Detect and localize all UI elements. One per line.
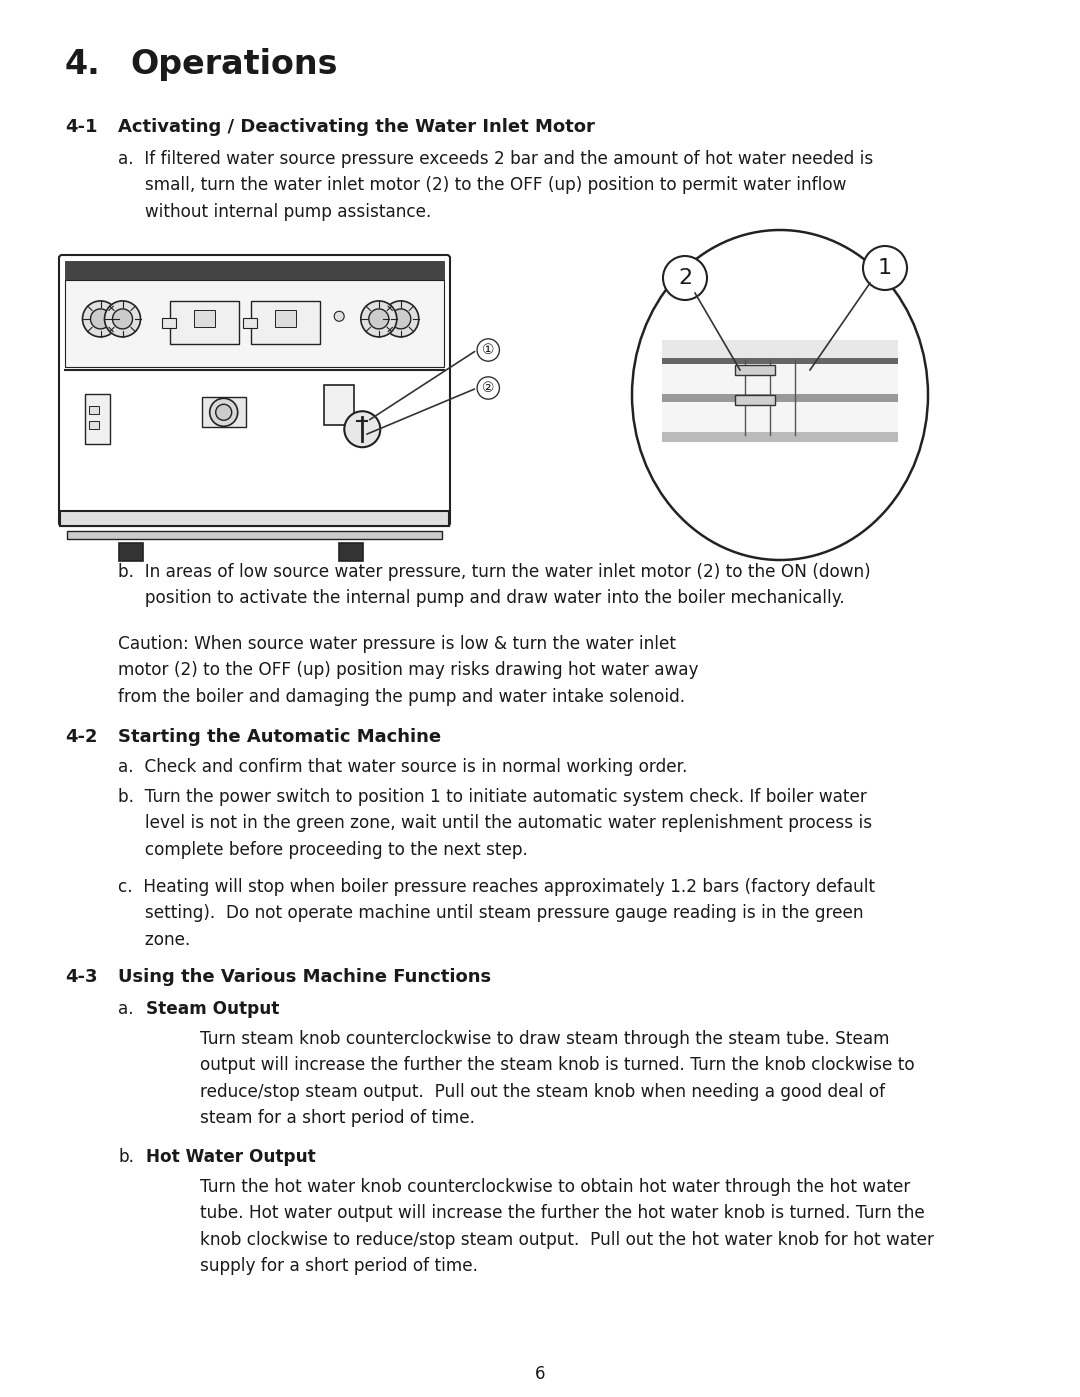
Bar	[60, 511, 449, 527]
Circle shape	[112, 309, 133, 328]
Text: b.  In areas of low source water pressure, turn the water inlet motor (2) to the: b. In areas of low source water pressure…	[118, 563, 870, 608]
Circle shape	[391, 309, 410, 328]
Bar	[662, 402, 899, 432]
Text: Steam Output: Steam Output	[146, 1000, 280, 1018]
Text: b.  Turn the power switch to position 1 to initiate automatic system check. If b: b. Turn the power switch to position 1 t…	[118, 788, 873, 859]
FancyBboxPatch shape	[59, 256, 450, 527]
Circle shape	[345, 411, 380, 447]
Bar	[89, 407, 98, 415]
Text: 4-1: 4-1	[65, 117, 97, 136]
Text: a.  If filtered water source pressure exceeds 2 bar and the amount of hot water : a. If filtered water source pressure exc…	[118, 149, 874, 221]
Circle shape	[361, 300, 396, 337]
Bar	[194, 310, 215, 327]
Text: ①: ①	[482, 344, 495, 358]
Bar	[67, 531, 442, 539]
Bar	[662, 339, 899, 358]
Text: Caution: When source water pressure is low & turn the water inlet
motor (2) to t: Caution: When source water pressure is l…	[118, 636, 699, 705]
Text: 1: 1	[878, 258, 892, 278]
Text: a.  Check and confirm that water source is in normal working order.: a. Check and confirm that water source i…	[118, 759, 688, 775]
Text: a.: a.	[118, 1000, 134, 1018]
Bar	[662, 358, 899, 365]
Circle shape	[334, 312, 345, 321]
Bar	[89, 422, 98, 429]
Text: Activating / Deactivating the Water Inlet Motor: Activating / Deactivating the Water Inle…	[118, 117, 595, 136]
Bar	[65, 279, 444, 367]
Bar	[339, 543, 363, 562]
Bar	[735, 365, 775, 374]
Text: c.  Heating will stop when boiler pressure reaches approximately 1.2 bars (facto: c. Heating will stop when boiler pressur…	[118, 877, 875, 949]
Text: 4-3: 4-3	[65, 968, 97, 986]
Ellipse shape	[632, 231, 928, 560]
Circle shape	[863, 246, 907, 291]
Bar	[735, 395, 775, 405]
Text: 6: 6	[535, 1365, 545, 1383]
Bar	[65, 261, 444, 279]
Bar	[662, 432, 899, 441]
Bar	[324, 386, 354, 425]
Text: Turn the hot water knob counterclockwise to obtain hot water through the hot wat: Turn the hot water knob counterclockwise…	[200, 1178, 934, 1275]
Bar	[119, 543, 144, 562]
Circle shape	[216, 404, 232, 420]
Bar	[662, 365, 899, 394]
Text: ②: ②	[482, 381, 495, 395]
Text: Hot Water Output: Hot Water Output	[146, 1148, 315, 1166]
Text: Turn steam knob counterclockwise to draw steam through the steam tube. Steam
out: Turn steam knob counterclockwise to draw…	[200, 1030, 915, 1127]
Bar	[243, 317, 257, 328]
Bar	[170, 302, 239, 344]
Circle shape	[382, 300, 419, 337]
Bar	[662, 394, 899, 402]
Circle shape	[82, 300, 119, 337]
Bar	[85, 394, 110, 444]
Circle shape	[663, 256, 707, 300]
Text: 2: 2	[678, 268, 692, 288]
Text: 4-2: 4-2	[65, 728, 97, 746]
Bar	[202, 397, 246, 427]
Text: Using the Various Machine Functions: Using the Various Machine Functions	[118, 968, 491, 986]
Text: Starting the Automatic Machine: Starting the Automatic Machine	[118, 728, 441, 746]
Text: 4.: 4.	[65, 47, 100, 81]
Circle shape	[368, 309, 389, 328]
Bar	[275, 310, 296, 327]
Text: Operations: Operations	[130, 47, 337, 81]
Circle shape	[91, 309, 110, 328]
Bar	[251, 302, 320, 344]
Circle shape	[105, 300, 140, 337]
Bar	[162, 317, 176, 328]
Circle shape	[210, 398, 238, 426]
Text: b.: b.	[118, 1148, 134, 1166]
